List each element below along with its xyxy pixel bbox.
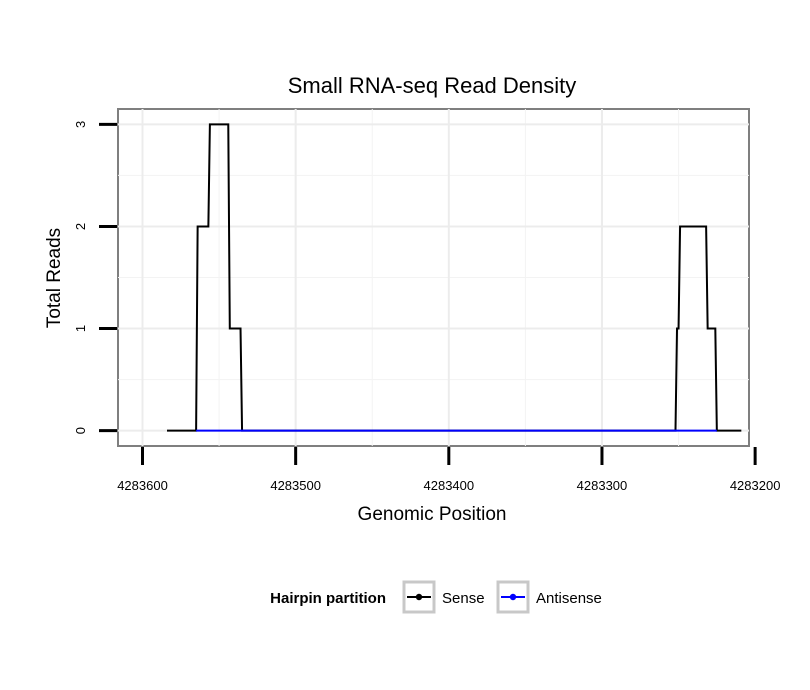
y-axis-label: Total Reads xyxy=(44,228,65,328)
grid-lines xyxy=(118,109,749,446)
legend: Hairpin partition Sense Antisense xyxy=(270,580,602,614)
legend-item-antisense: Antisense xyxy=(496,580,602,614)
x-axis: 4283600 4283500 4283400 4283300 4283200 xyxy=(117,447,780,493)
y-tick-label: 2 xyxy=(73,223,88,230)
legend-point-antisense xyxy=(509,593,517,601)
x-tick-label: 4283200 xyxy=(730,478,781,493)
y-tick-label: 3 xyxy=(73,121,88,128)
x-tick-label: 4283300 xyxy=(577,478,628,493)
y-tick-label: 1 xyxy=(73,325,88,332)
x-tick-label: 4283600 xyxy=(117,478,168,493)
chart-title: Small RNA-seq Read Density xyxy=(288,73,577,98)
legend-label-antisense: Antisense xyxy=(536,590,602,607)
data-series xyxy=(167,123,742,432)
legend-point-sense xyxy=(415,593,423,601)
x-tick-label: 4283500 xyxy=(270,478,321,493)
x-axis-label: Genomic Position xyxy=(358,504,507,525)
x-tick-label: 4283400 xyxy=(424,478,475,493)
legend-title: Hairpin partition xyxy=(270,590,386,607)
legend-label-sense: Sense xyxy=(442,590,485,607)
y-tick-label: 0 xyxy=(73,427,88,434)
legend-item-sense: Sense xyxy=(402,580,485,614)
y-axis: 0 1 2 3 xyxy=(73,121,117,434)
